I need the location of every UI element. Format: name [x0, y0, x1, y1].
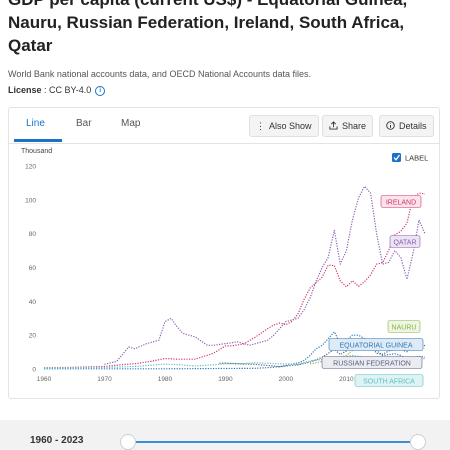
x-tick-label: 1990: [218, 376, 233, 383]
x-tick-label: 2000: [279, 376, 294, 383]
also-show-label: Also Show: [269, 121, 312, 131]
check-icon: [393, 154, 401, 161]
share-label: Share: [342, 121, 367, 131]
series-line-qatar: [104, 185, 426, 365]
series-label-ireland: IRELAND: [386, 199, 416, 206]
y-tick-label: 20: [29, 333, 37, 340]
share-button[interactable]: Share: [322, 115, 374, 137]
series-line-ireland: [43, 192, 426, 369]
info-circle-icon: [386, 116, 395, 136]
series-label-box-equatorial-guinea: [328, 338, 424, 351]
active-tab-indicator: [14, 139, 62, 142]
series-label-box-ireland: [380, 195, 422, 208]
info-icon[interactable]: i: [95, 85, 106, 96]
source-note: World Bank national accounts data, and O…: [8, 69, 312, 79]
details-label: Details: [399, 121, 427, 131]
view-tabs: Line Bar Map ⋮ Also Show Share Details: [9, 108, 439, 144]
series-label-qatar: QATAR: [393, 239, 416, 246]
series-label-box-qatar: [389, 235, 421, 248]
license-line: License : CC BY-4.0 i: [8, 85, 106, 96]
label-checkbox: [392, 153, 401, 162]
series-label-russian-federation: RUSSIAN FEDERATION: [333, 360, 411, 367]
series-label-nauru: NAURU: [392, 324, 417, 331]
y-tick-label: 100: [25, 197, 36, 204]
year-range-label: 1960 - 2023: [30, 435, 84, 446]
share-icon: [329, 116, 338, 136]
y-tick-label: 80: [29, 231, 37, 238]
license-value: : CC BY-4.0: [41, 85, 92, 95]
y-tick-label: 120: [25, 164, 36, 171]
slider-start-handle[interactable]: [120, 434, 136, 450]
series-label-box-south-africa: [354, 374, 424, 387]
details-button[interactable]: Details: [379, 115, 434, 137]
y-tick-label: 60: [29, 265, 37, 272]
series-label-equatorial-guinea: EQUATORIAL GUINEA: [340, 342, 413, 349]
series-label-south-africa: SOUTH AFRICA: [363, 378, 415, 385]
chart-area: Thousand 0 20 40 60 80 100 120 1960 1970 1980 1990 2…: [9, 144, 439, 396]
x-tick-label: 1960: [37, 376, 52, 383]
year-range-slider: 1960 - 2023: [0, 420, 450, 450]
tab-line[interactable]: Line: [26, 118, 45, 129]
y-tick-label: 40: [29, 299, 37, 306]
page-title: GDP per capita (current US$) - Equatoria…: [8, 0, 407, 55]
label-toggle[interactable]: LABEL: [392, 153, 428, 163]
tab-bar[interactable]: Bar: [76, 118, 92, 129]
series-line-equatorial-guinea: [44, 331, 426, 370]
series-label-box-russian-federation: [321, 356, 423, 369]
y-unit-label: Thousand: [21, 148, 52, 155]
x-tick-label: 1970: [97, 376, 112, 383]
tab-map[interactable]: Map: [121, 118, 141, 129]
slider-end-handle[interactable]: [410, 434, 426, 450]
x-tick-label: 1980: [158, 376, 173, 383]
license-label: License: [8, 85, 42, 95]
y-tick-label: 0: [32, 367, 36, 374]
x-tick-label: 2010: [339, 376, 354, 383]
label-toggle-text: LABEL: [405, 154, 428, 163]
series-label-box-nauru: [387, 320, 421, 333]
also-show-button[interactable]: ⋮ Also Show: [249, 115, 319, 137]
slider-track[interactable]: [127, 441, 417, 443]
more-vertical-icon: ⋮: [256, 121, 265, 131]
line-chart: Thousand 0 20 40 60 80 100 120 1960 1970 1980 1990 2…: [21, 148, 428, 387]
chart-card: Line Bar Map ⋮ Also Show Share Details Th…: [8, 107, 440, 399]
